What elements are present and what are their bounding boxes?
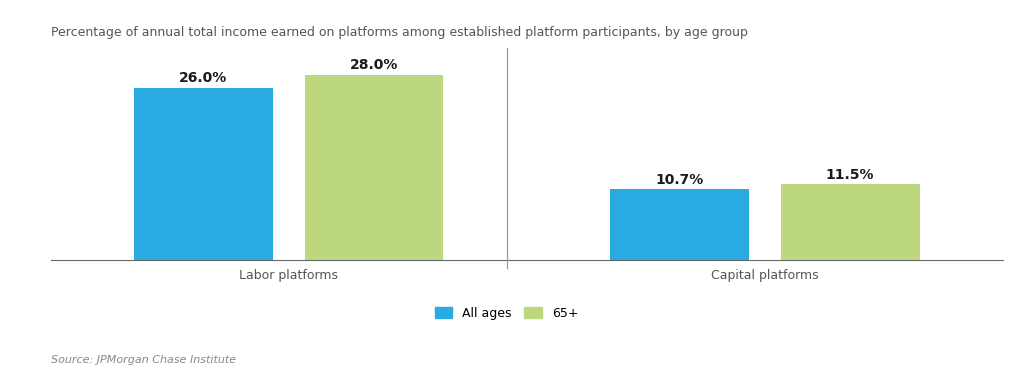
- Legend: All ages, 65+: All ages, 65+: [430, 302, 583, 325]
- Text: 10.7%: 10.7%: [655, 173, 704, 187]
- Bar: [610, 189, 749, 260]
- Text: Percentage of annual total income earned on platforms among established platform: Percentage of annual total income earned…: [51, 26, 748, 39]
- Text: 11.5%: 11.5%: [826, 167, 874, 182]
- Text: 26.0%: 26.0%: [179, 71, 228, 86]
- Bar: [781, 184, 920, 260]
- Bar: [305, 75, 444, 260]
- Text: Source: JPMorgan Chase Institute: Source: JPMorgan Chase Institute: [51, 355, 236, 365]
- Text: 28.0%: 28.0%: [349, 58, 398, 72]
- Bar: [134, 88, 272, 260]
